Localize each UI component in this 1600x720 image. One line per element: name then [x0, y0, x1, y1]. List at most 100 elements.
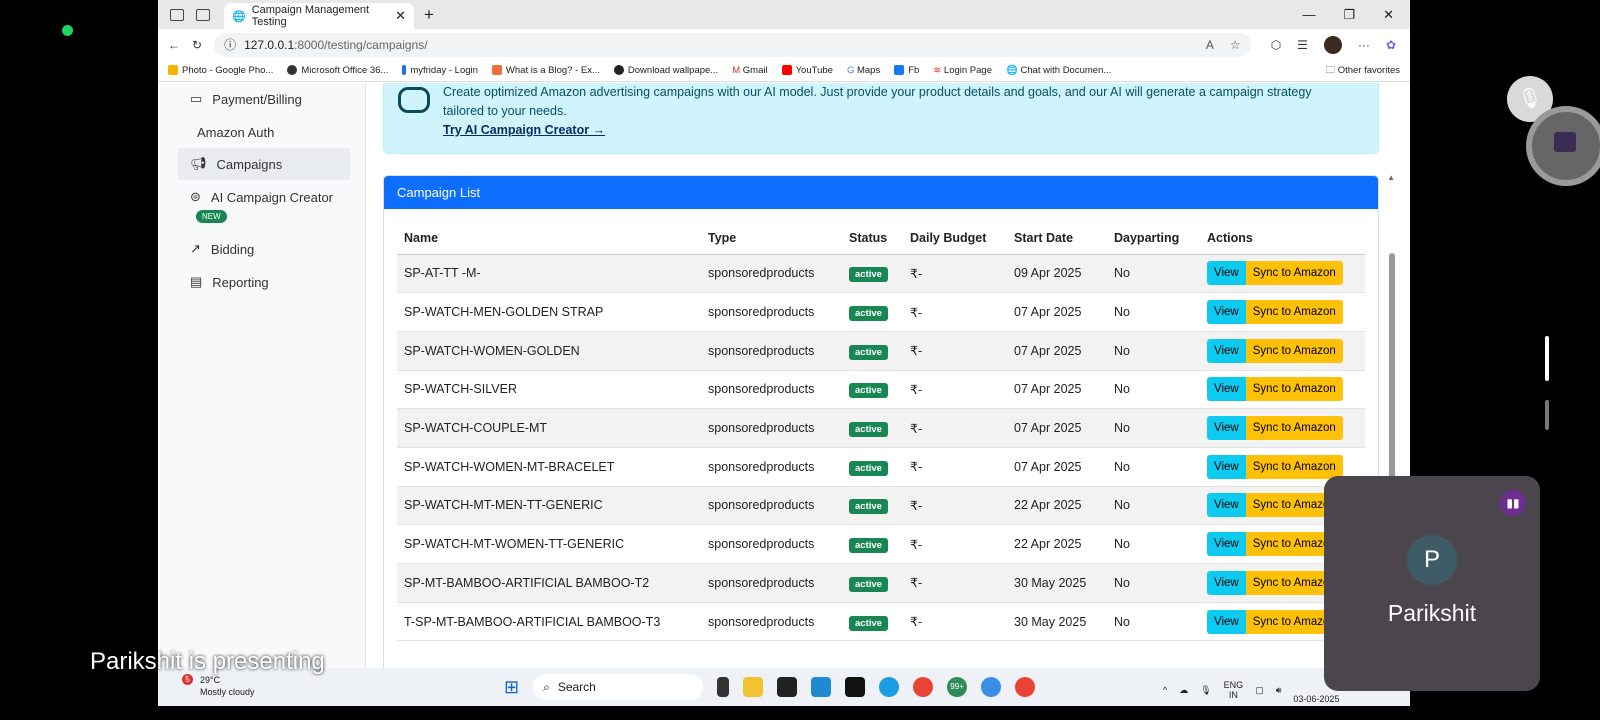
- info-icon[interactable]: ⓘ: [224, 38, 237, 52]
- bookmark[interactable]: 🌐 Chat with Documen...: [1005, 65, 1112, 76]
- sidebar-item-ai-campaign-creator[interactable]: ⊜ AI Campaign Creator: [178, 181, 350, 213]
- close-tab-icon[interactable]: ✕: [395, 8, 406, 23]
- task-view-icon[interactable]: [717, 677, 730, 697]
- sidebar-item-bidding[interactable]: ↗ Bidding: [178, 233, 350, 265]
- cloud-app-icon[interactable]: [981, 677, 1002, 697]
- other-favorites[interactable]: 🗀 Other favorites: [1325, 64, 1400, 76]
- new-tab-button[interactable]: +: [424, 4, 434, 24]
- start-date: 22 Apr 2025: [1007, 486, 1107, 526]
- view-button[interactable]: View: [1207, 532, 1246, 557]
- language-indicator[interactable]: ENG IN: [1223, 680, 1244, 700]
- start-date: 09 Apr 2025: [1007, 254, 1107, 294]
- favorite-star-icon[interactable]: ☆: [1229, 37, 1241, 52]
- sidebar-item-amazon-auth[interactable]: Amazon Auth: [178, 116, 350, 148]
- robot-icon: [398, 87, 430, 113]
- workspaces-icon[interactable]: [170, 8, 184, 21]
- daily-budget: ₹-: [903, 447, 1007, 487]
- bookmark[interactable]: ≋ Login Page: [933, 65, 992, 76]
- microphone-icon[interactable]: 🎙︎: [1200, 684, 1212, 695]
- bookmark-youtube[interactable]: YouTube: [781, 65, 833, 76]
- url-input[interactable]: ⓘ 127.0.0.1:8000/testing/campaigns/ A ☆: [214, 32, 1251, 57]
- vscode-icon[interactable]: [811, 677, 832, 697]
- status-badge: active: [849, 538, 888, 554]
- refresh-button[interactable]: ↻: [192, 37, 203, 52]
- campaign-name: SP-WATCH-MEN-GOLDEN STRAP: [397, 292, 701, 332]
- back-button[interactable]: ←: [168, 37, 180, 52]
- campaign-name: SP-WATCH-WOMEN-GOLDEN: [397, 331, 701, 371]
- extensions-icon[interactable]: ⬡: [1270, 37, 1282, 52]
- volume-icon[interactable]: 🔊︎: [1275, 684, 1282, 695]
- maximize-button[interactable]: ❐: [1343, 6, 1356, 22]
- bookmark[interactable]: myfriday - Login: [402, 65, 478, 76]
- bookmark-fb[interactable]: Fb: [894, 65, 919, 76]
- bookmark[interactable]: Download wallpape...: [613, 65, 718, 76]
- scrollbar-thumb[interactable]: [1389, 253, 1395, 493]
- more-icon[interactable]: ···: [1357, 37, 1370, 52]
- chevron-up-icon[interactable]: ^: [1163, 685, 1168, 695]
- minimize-button[interactable]: —: [1302, 6, 1316, 22]
- sync-to-amazon-button[interactable]: Sync to Amazon: [1245, 261, 1343, 286]
- sync-to-amazon-button[interactable]: Sync to Amazon: [1245, 454, 1343, 479]
- weather-widget[interactable]: 5 29°C Mostly cloudy: [178, 674, 255, 698]
- table-row: SP-WATCH-MT-WOMEN-TT-GENERIC sponsoredpr…: [397, 524, 1365, 564]
- url-host: 127.0.0.1: [244, 37, 295, 52]
- sync-to-amazon-button[interactable]: Sync to Amazon: [1245, 377, 1343, 402]
- bookmark[interactable]: Photo - Google Pho...: [168, 65, 273, 76]
- view-button[interactable]: View: [1207, 493, 1246, 518]
- app-icon[interactable]: [845, 677, 866, 697]
- table-row: SP-WATCH-COUPLE-MT sponsoredproducts act…: [397, 408, 1365, 448]
- favorites-icon[interactable]: ☰: [1297, 37, 1308, 52]
- read-aloud-icon[interactable]: A: [1205, 37, 1214, 52]
- onedrive-icon[interactable]: ☁: [1179, 684, 1189, 695]
- view-button[interactable]: View: [1207, 300, 1246, 325]
- robot-icon: ⊜: [190, 189, 201, 204]
- sidebar-item-reporting[interactable]: ▤ Reporting: [178, 266, 350, 298]
- whatsapp-icon[interactable]: 99+: [947, 677, 968, 697]
- sidebar-item-label: Payment/Billing: [212, 91, 302, 107]
- address-bar-row: ← ↻ ⓘ 127.0.0.1:8000/testing/campaigns/ …: [158, 29, 1410, 60]
- search-label: Search: [557, 680, 596, 694]
- view-button[interactable]: View: [1207, 377, 1246, 402]
- chrome-icon[interactable]: [913, 677, 934, 697]
- bookmark-gmail[interactable]: M Gmail: [732, 65, 768, 76]
- chat-button[interactable]: [1526, 106, 1600, 186]
- bookmark[interactable]: What is a Blog? - Ex...: [491, 65, 600, 76]
- table-row: T-SP-MT-BAMBOO-ARTIFICIAL BAMBOO-T3 spon…: [397, 602, 1365, 642]
- campaign-name: SP-WATCH-WOMEN-MT-BRACELET: [397, 447, 701, 487]
- daily-budget: ₹-: [903, 602, 1007, 642]
- file-explorer-icon[interactable]: [743, 677, 764, 697]
- sync-to-amazon-button[interactable]: Sync to Amazon: [1245, 300, 1343, 325]
- edge-handle[interactable]: [1545, 336, 1549, 381]
- sync-to-amazon-button[interactable]: Sync to Amazon: [1245, 338, 1343, 363]
- network-icon[interactable]: ▢: [1255, 684, 1264, 695]
- view-button[interactable]: View: [1207, 261, 1246, 286]
- bookmark[interactable]: Microsoft Office 36...: [287, 65, 388, 76]
- view-button[interactable]: View: [1207, 454, 1246, 479]
- start-date: 07 Apr 2025: [1007, 331, 1107, 371]
- status-cell: active: [842, 563, 903, 603]
- tab-campaign-management[interactable]: 🌐 Campaign Management Testing ✕: [224, 3, 414, 29]
- view-button[interactable]: View: [1207, 416, 1246, 441]
- copilot-icon[interactable]: ✿: [1385, 37, 1396, 52]
- view-button[interactable]: View: [1207, 609, 1246, 634]
- sidebar-item-campaigns[interactable]: 📢︎ Campaigns: [178, 148, 350, 180]
- taskbar-search[interactable]: ⌕ Search: [533, 674, 704, 700]
- bookmark-maps[interactable]: G Maps: [846, 65, 881, 76]
- try-ai-campaign-creator-link[interactable]: Try AI Campaign Creator →: [443, 123, 606, 137]
- start-icon[interactable]: ⊞: [504, 676, 520, 697]
- close-window-button[interactable]: ✕: [1383, 6, 1394, 22]
- campaign-type: sponsoredproducts: [701, 254, 842, 294]
- view-button[interactable]: View: [1207, 338, 1246, 363]
- status-cell: active: [842, 408, 903, 448]
- terminal-icon[interactable]: [777, 677, 798, 697]
- chrome-profile-icon[interactable]: [1015, 677, 1036, 697]
- campaign-name: SP-WATCH-SILVER: [397, 370, 701, 410]
- sync-to-amazon-button[interactable]: Sync to Amazon: [1245, 416, 1343, 441]
- view-button[interactable]: View: [1207, 570, 1246, 595]
- sidebar-item-payment-billing[interactable]: ▭ Payment/Billing: [178, 83, 350, 115]
- scroll-up-arrow[interactable]: ▲: [1387, 173, 1395, 182]
- participant-tile[interactable]: ▮▮ P Parikshit: [1324, 476, 1540, 691]
- tab-actions-icon[interactable]: [196, 8, 210, 21]
- edge-icon[interactable]: [879, 677, 900, 697]
- profile-avatar[interactable]: [1323, 35, 1342, 54]
